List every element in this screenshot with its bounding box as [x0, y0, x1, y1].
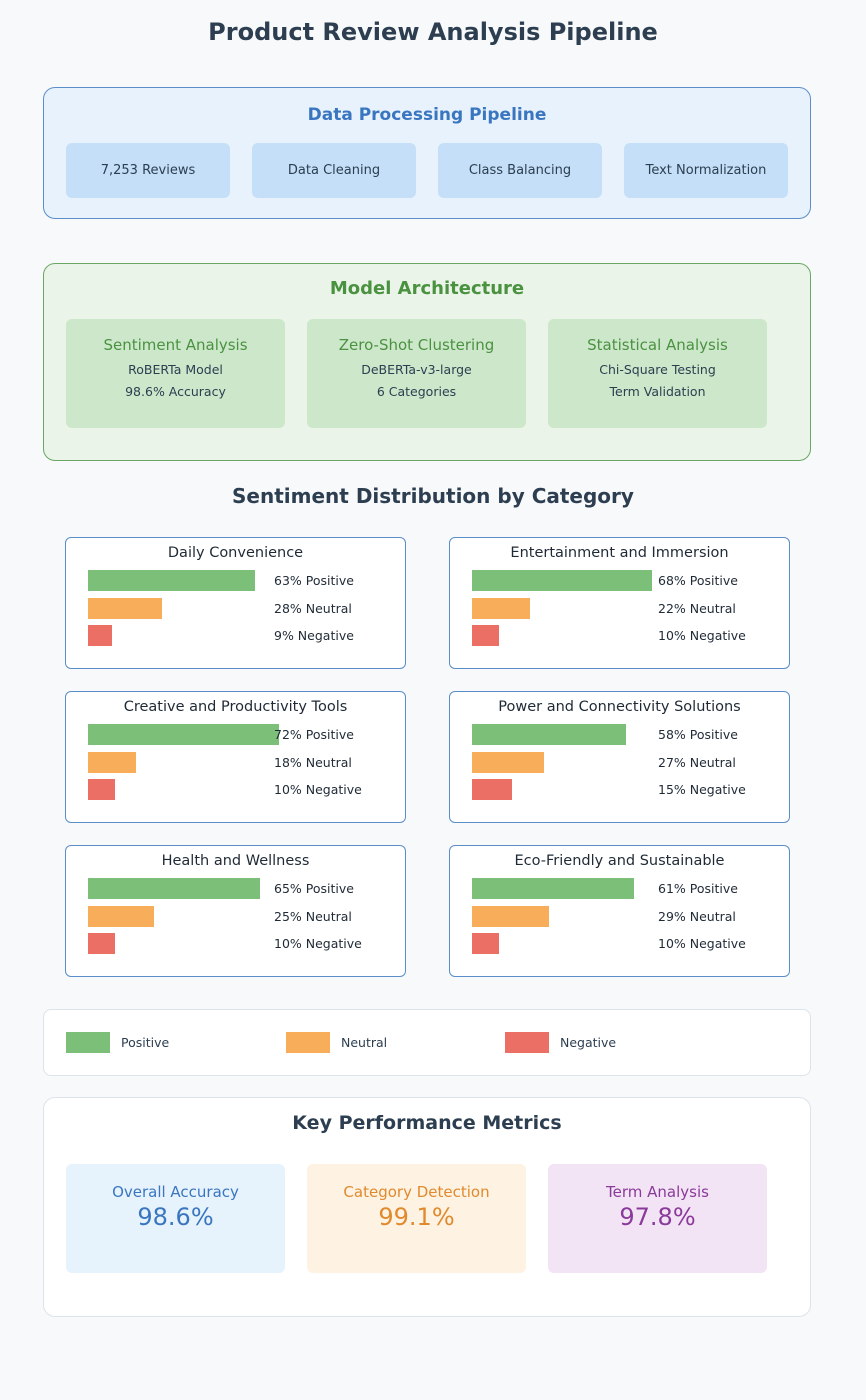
metric-card-term-analysis: Term Analysis 97.8%	[548, 1164, 767, 1273]
legend-swatch-positive	[66, 1032, 110, 1053]
model-card-line: DeBERTa-v3-large	[361, 362, 472, 377]
legend: Positive Neutral Negative	[43, 1009, 811, 1076]
positive-bar	[472, 724, 626, 745]
category-title: Creative and Productivity Tools	[123, 699, 348, 715]
neutral-bar	[472, 752, 544, 773]
positive-label: 65% Positive	[274, 881, 354, 896]
negative-bar	[472, 933, 499, 954]
category-card: Power and Connectivity Solutions 58% Posi…	[449, 691, 790, 823]
metric-card-overall-accuracy: Overall Accuracy 98.6%	[66, 1164, 285, 1273]
positive-label: 68% Positive	[658, 573, 738, 588]
neutral-bar	[472, 598, 531, 619]
model-card-clustering: Zero-Shot Clustering DeBERTa-v3-large 6 …	[307, 319, 526, 428]
category-card: Daily Convenience 63% Positive 28% Neutral…	[65, 537, 406, 669]
neutral-label: 25% Neutral	[274, 909, 352, 924]
model-cards: Sentiment Analysis RoBERTa Model 98.6% A…	[66, 319, 767, 428]
neutral-bar	[88, 906, 155, 927]
negative-label: 10% Negative	[658, 628, 746, 643]
positive-label: 72% Positive	[274, 727, 354, 742]
neutral-label: 27% Neutral	[658, 755, 736, 770]
metrics-row: Overall Accuracy 98.6% Category Detectio…	[66, 1164, 767, 1273]
negative-label: 10% Negative	[658, 936, 746, 951]
neutral-label: 29% Neutral	[658, 909, 736, 924]
model-title: Model Architecture	[329, 278, 525, 299]
category-card: Health and Wellness 65% Positive 25% Neutr…	[65, 845, 406, 977]
legend-label: Positive	[121, 1035, 170, 1050]
neutral-label: 18% Neutral	[274, 755, 352, 770]
category-title: Entertainment and Immersion	[510, 545, 729, 561]
category-card: Entertainment and Immersion 68% Positive 2…	[449, 537, 790, 669]
neutral-bar	[88, 598, 163, 619]
category-title: Health and Wellness	[161, 853, 310, 869]
model-card-line: Term Validation	[609, 384, 706, 399]
negative-label: 10% Negative	[274, 936, 362, 951]
model-card-name: Sentiment Analysis	[103, 336, 248, 354]
legend-item-positive: Positive	[66, 1032, 169, 1053]
pipeline-step-balancing: Class Balancing	[438, 143, 602, 198]
category-title: Eco-Friendly and Sustainable	[514, 853, 725, 869]
category-card: Eco-Friendly and Sustainable 61% Positive…	[449, 845, 790, 977]
neutral-label: 22% Neutral	[658, 601, 736, 616]
metric-value: 99.1%	[378, 1203, 455, 1231]
model-card-line: RoBERTa Model	[128, 362, 223, 377]
legend-item-negative: Negative	[505, 1032, 616, 1053]
model-card-name: Zero-Shot Clustering	[338, 336, 495, 354]
negative-bar	[88, 625, 112, 646]
category-title: Power and Connectivity Solutions	[498, 699, 741, 715]
negative-bar	[88, 779, 115, 800]
metric-value: 98.6%	[137, 1203, 214, 1231]
neutral-bar	[88, 752, 136, 773]
neutral-bar	[472, 906, 549, 927]
negative-label: 15% Negative	[658, 782, 746, 797]
model-card-line: 6 Categories	[376, 384, 457, 399]
key-performance-metrics-panel: Key Performance Metrics Overall Accuracy…	[43, 1097, 811, 1317]
metric-label: Overall Accuracy	[112, 1183, 239, 1201]
sentiment-section-title: Sentiment Distribution by Category	[232, 484, 634, 508]
page-title: Product Review Analysis Pipeline	[208, 18, 658, 46]
negative-bar	[472, 779, 512, 800]
metric-value: 97.8%	[619, 1203, 696, 1231]
category-card: Creative and Productivity Tools 72% Posit…	[65, 691, 406, 823]
pipeline-steps: 7,253 Reviews Data Cleaning Class Balanc…	[66, 143, 788, 198]
model-card-line: Chi-Square Testing	[599, 362, 716, 377]
model-card-line: 98.6% Accuracy	[125, 384, 226, 399]
legend-label: Neutral	[341, 1035, 388, 1050]
pipeline-title: Data Processing Pipeline	[307, 105, 547, 125]
pipeline-step-reviews: 7,253 Reviews	[66, 143, 230, 198]
metric-card-category-detection: Category Detection 99.1%	[307, 1164, 526, 1273]
metric-label: Term Analysis	[606, 1183, 709, 1201]
positive-bar	[88, 878, 261, 899]
positive-label: 58% Positive	[658, 727, 738, 742]
positive-bar	[472, 878, 634, 899]
positive-label: 61% Positive	[658, 881, 738, 896]
metric-label: Category Detection	[343, 1183, 490, 1201]
model-architecture-panel: Model Architecture Sentiment Analysis Ro…	[43, 263, 811, 461]
pipeline-step-normalization: Text Normalization	[624, 143, 788, 198]
legend-swatch-neutral	[286, 1032, 330, 1053]
positive-label: 63% Positive	[274, 573, 354, 588]
neutral-label: 28% Neutral	[274, 601, 352, 616]
pipeline-step-cleaning: Data Cleaning	[252, 143, 416, 198]
data-processing-pipeline-panel: Data Processing Pipeline 7,253 Reviews D…	[43, 87, 811, 219]
legend-swatch-negative	[505, 1032, 549, 1053]
model-card-sentiment: Sentiment Analysis RoBERTa Model 98.6% A…	[66, 319, 285, 428]
negative-bar	[88, 933, 115, 954]
category-title: Daily Convenience	[167, 545, 304, 561]
positive-bar	[88, 724, 279, 745]
negative-label: 10% Negative	[274, 782, 362, 797]
negative-label: 9% Negative	[274, 628, 354, 643]
negative-bar	[472, 625, 499, 646]
legend-item-neutral: Neutral	[286, 1032, 387, 1053]
positive-bar	[472, 570, 653, 591]
model-card-name: Statistical Analysis	[587, 336, 728, 354]
metrics-title: Key Performance Metrics	[292, 1112, 562, 1134]
positive-bar	[88, 570, 255, 591]
model-card-statistical: Statistical Analysis Chi-Square Testing …	[548, 319, 767, 428]
legend-label: Negative	[560, 1035, 617, 1050]
